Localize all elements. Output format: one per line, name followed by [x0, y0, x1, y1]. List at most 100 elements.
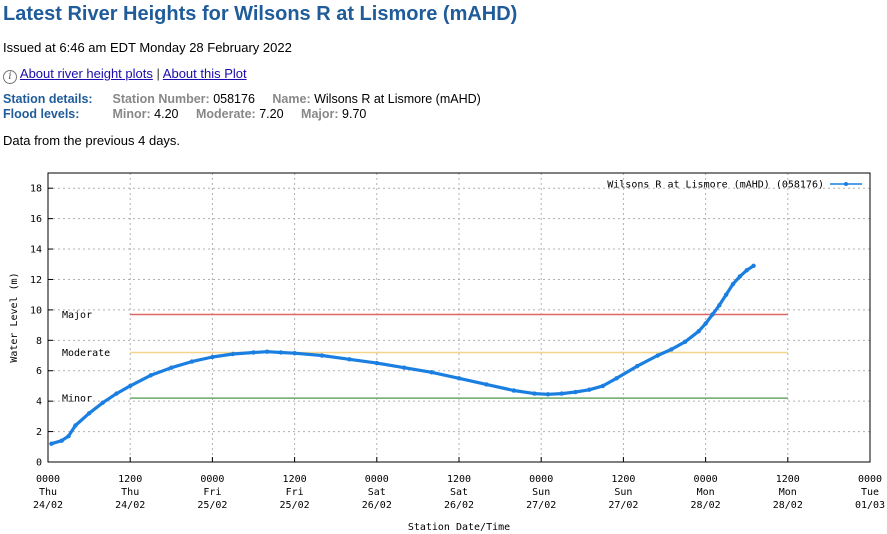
threshold-label-minor: Minor [62, 394, 92, 405]
data-point [429, 370, 434, 375]
help-links: i About river height plots | About this … [3, 66, 247, 84]
data-point [66, 433, 71, 439]
data-point [484, 382, 489, 387]
x-tick-date: 26/02 [444, 500, 474, 511]
data-point [634, 363, 640, 369]
x-tick-day: Sat [450, 487, 468, 498]
x-tick-day: Fri [286, 487, 304, 498]
station-details-label: Station details: [3, 92, 93, 106]
x-tick-time: 0000 [36, 474, 60, 485]
data-point [655, 353, 660, 358]
x-tick-time: 0000 [694, 474, 718, 485]
x-tick-day: Sun [614, 487, 632, 498]
data-point [703, 321, 708, 326]
data-point [49, 441, 54, 446]
data-point [59, 438, 64, 443]
station-details: Station details: Station Number: 058176 … [3, 92, 495, 122]
x-axis-label: Station Date/Time [408, 522, 510, 533]
x-tick-day: Tue [861, 487, 879, 498]
x-tick-time: 0000 [200, 474, 224, 485]
x-tick-day: Thu [121, 487, 139, 498]
data-point [292, 351, 297, 356]
x-tick-label: 0000 Sat 26/02 [362, 474, 392, 511]
x-tick-label: 0000 Tue 01/03 [855, 474, 885, 511]
flood-levels-label: Flood levels: [3, 107, 80, 121]
data-point [511, 388, 516, 393]
about-this-plot-link[interactable]: About this Plot [162, 66, 247, 81]
data-point [169, 365, 174, 370]
data-point [730, 281, 736, 287]
data-point [717, 303, 722, 308]
data-point [114, 391, 119, 396]
y-tick-label: 2 [36, 427, 42, 438]
threshold-label-major: Major [62, 310, 92, 321]
station-details-row: Station details: Station Number: 058176 … [3, 92, 495, 107]
x-tick-label: 0000 Sun 27/02 [526, 474, 556, 511]
data-point [374, 360, 379, 366]
flood-major-value: 9.70 [342, 107, 367, 121]
x-tick-time: 1200 [776, 474, 800, 485]
station-number-label: Station Number: [112, 92, 210, 106]
station-number-value: 058176 [213, 92, 255, 106]
x-tick-date: 24/02 [33, 500, 63, 511]
station-name-label: Name: [272, 92, 311, 106]
x-tick-date: 25/02 [197, 500, 227, 511]
legend-label: Wilsons R at Lismore (mAHD) (058176) [607, 180, 824, 191]
data-point [682, 339, 688, 345]
x-tick-date: 27/02 [608, 500, 638, 511]
data-point [751, 263, 756, 268]
x-tick-date: 28/02 [691, 500, 721, 511]
river-height-chart: Major Moderate Minor 0 2 4 6 8 10 12 14 16 18 0000 Th… [9, 172, 885, 533]
data-point [545, 392, 551, 397]
data-point [73, 423, 78, 428]
data-point [573, 389, 578, 395]
data-point [100, 400, 106, 405]
y-tick-label: 10 [30, 305, 42, 316]
data-point [737, 274, 743, 279]
data-point [456, 376, 462, 381]
data-point [669, 347, 674, 352]
flood-minor-label: Minor: [112, 107, 151, 121]
y-tick-label: 12 [30, 275, 42, 286]
x-tick-day: Thu [39, 487, 57, 498]
x-tick-label: 0000 Fri 25/02 [197, 474, 227, 511]
x-tick-label: 1200 Thu 24/02 [115, 474, 145, 511]
data-point [402, 365, 407, 370]
data-point [128, 383, 133, 389]
issued-timestamp: Issued at 6:46 am EDT Monday 28 February… [3, 40, 292, 55]
data-point [251, 350, 256, 355]
data-point [319, 353, 325, 358]
x-tick-time: 1200 [447, 474, 471, 485]
flood-major-label: Major: [301, 107, 339, 121]
x-tick-label: 1200 Mon 28/02 [773, 474, 803, 511]
y-tick-label: 14 [30, 245, 42, 256]
flood-moderate-value: 7.20 [259, 107, 284, 121]
x-tick-date: 27/02 [526, 500, 556, 511]
data-range-note: Data from the previous 4 days. [3, 133, 181, 148]
y-tick-label: 6 [36, 366, 42, 377]
data-point [586, 387, 592, 392]
station-name-value: Wilsons R at Lismore (mAHD) [314, 92, 481, 106]
data-point [559, 391, 564, 396]
data-point [347, 357, 352, 362]
x-tick-time: 1200 [611, 474, 635, 485]
x-tick-time: 0000 [858, 474, 882, 485]
x-tick-time: 0000 [365, 474, 389, 485]
data-point [532, 391, 537, 396]
series-line [49, 264, 756, 446]
y-tick-label: 18 [30, 184, 42, 195]
x-tick-label: 0000 Mon 28/02 [691, 474, 721, 511]
info-icon: i [3, 70, 17, 84]
x-tick-label: 1200 Sat 26/02 [444, 474, 474, 511]
x-tick-time: 1200 [118, 474, 142, 485]
y-axis-label: Water Level (m) [9, 272, 20, 362]
data-point [696, 328, 701, 334]
legend-swatch-point [844, 182, 848, 186]
y-tick-label: 4 [36, 397, 42, 408]
x-tick-date: 25/02 [280, 500, 310, 511]
x-tick-day: Sat [368, 487, 386, 498]
x-tick-time: 1200 [283, 474, 307, 485]
flood-moderate-label: Moderate: [195, 107, 256, 121]
x-tick-day: Mon [779, 487, 797, 498]
about-river-height-plots-link[interactable]: About river height plots [19, 66, 153, 81]
